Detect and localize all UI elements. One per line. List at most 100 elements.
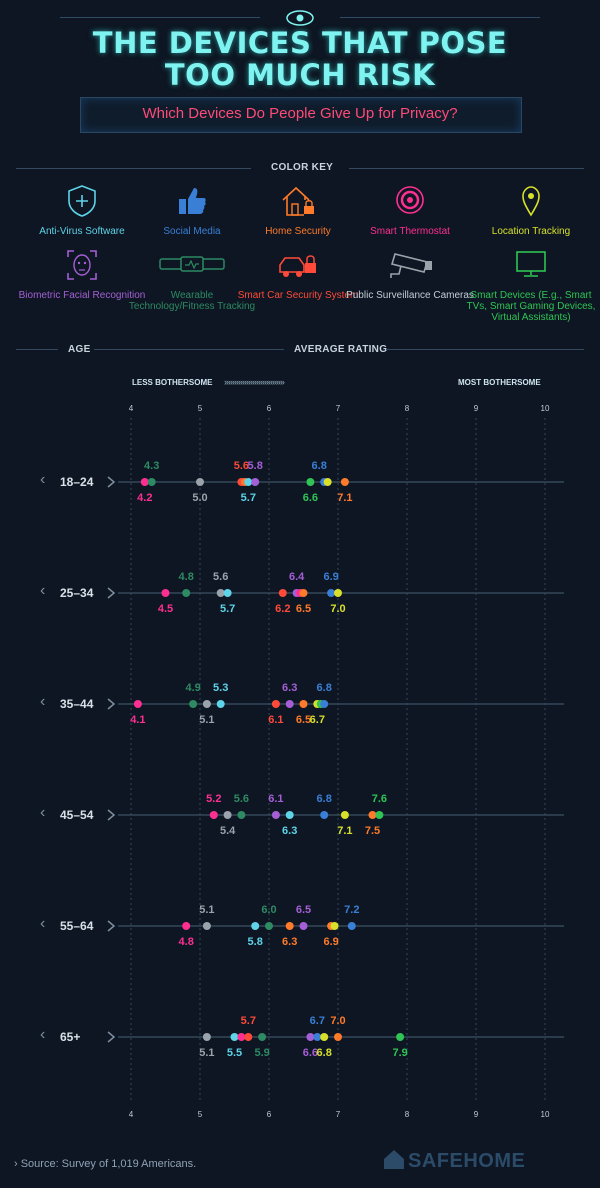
- data-point: [202, 1033, 211, 1041]
- header-rule-left: [60, 17, 260, 18]
- average-rating-heading: AVERAGE RATING: [294, 344, 388, 355]
- tick-label: 10: [540, 1110, 550, 1119]
- tick-label: 10: [540, 404, 550, 413]
- age-label: 18–24: [60, 475, 94, 489]
- key-label: Smart Devices (E.g., Smart TVs, Smart Ga…: [466, 290, 596, 323]
- data-point: [334, 589, 342, 597]
- key-label: Smart Thermostat: [370, 226, 450, 237]
- chevron-right-icon: [107, 809, 116, 821]
- monitor-icon: [516, 251, 546, 277]
- data-label: 4.1: [130, 714, 146, 726]
- tick-label: 8: [404, 404, 410, 413]
- tick-label: 7: [335, 1110, 341, 1119]
- chevron-left-icon: ‹: [40, 804, 46, 821]
- data-label: 6.6: [302, 492, 319, 504]
- age-label: 55–64: [60, 919, 94, 933]
- chevron-left-icon: ‹: [40, 471, 46, 488]
- data-point: [316, 700, 325, 708]
- tick-label: 4: [128, 404, 134, 413]
- data-point: [327, 922, 336, 930]
- data-point: [306, 1033, 315, 1041]
- data-label: 6.5: [295, 603, 312, 615]
- data-point: [285, 700, 294, 708]
- data-point: [182, 922, 191, 930]
- data-point: [161, 589, 170, 597]
- data-label: 7.2: [344, 904, 360, 916]
- security-camera-icon: [390, 253, 432, 278]
- house-lock-icon: [282, 186, 314, 216]
- data-point: [368, 811, 377, 819]
- data-label: 6.8: [311, 460, 327, 472]
- data-point: [147, 478, 156, 486]
- key-rule-right: [349, 168, 584, 169]
- data-point: [240, 478, 249, 486]
- data-label: 6.0: [261, 904, 277, 916]
- key-label: Location Tracking: [491, 226, 571, 237]
- data-label: 5.0: [192, 492, 208, 504]
- safehome-logo-icon: [384, 1150, 404, 1169]
- chevron-right-icon: [107, 476, 116, 488]
- data-point: [237, 1033, 246, 1041]
- data-label: 4.8: [178, 571, 194, 583]
- data-point: [313, 700, 322, 708]
- thumbs-up-icon: [179, 188, 206, 214]
- data-point: [258, 1033, 267, 1041]
- data-label: 4.8: [178, 936, 194, 948]
- key-label: Public Surveillance Cameras: [346, 290, 474, 301]
- data-label: 6.8: [316, 682, 332, 694]
- age-label: 25–34: [60, 586, 94, 600]
- data-label: 7.5: [364, 825, 381, 837]
- location-pin-icon: [522, 186, 540, 217]
- data-point: [223, 589, 232, 597]
- data-label: 7.9: [392, 1047, 408, 1059]
- key-label: Smart Car Security System: [237, 290, 359, 301]
- car-lock-icon: [279, 255, 316, 277]
- data-label: 5.6: [233, 460, 250, 472]
- source-note: › Source: Survey of 1,019 Americans.: [14, 1158, 197, 1170]
- eye-icon: [286, 10, 314, 26]
- data-point: [244, 478, 253, 486]
- data-point: [296, 589, 305, 597]
- data-point: [323, 478, 332, 486]
- data-label: 6.1: [268, 793, 284, 805]
- data-label: 5.7: [219, 603, 236, 615]
- key-label: Wearable Technology/Fitness Tracking: [128, 290, 256, 312]
- tick-label: 6: [266, 404, 272, 413]
- data-point: [285, 922, 294, 930]
- data-point: [306, 478, 315, 486]
- data-point: [237, 478, 246, 486]
- data-label: 4.5: [157, 603, 174, 615]
- data-point: [299, 700, 308, 708]
- key-label: Biometric Facial Recognition: [18, 290, 146, 301]
- page-title-line2: TOO MUCH RISK: [164, 58, 436, 92]
- data-point: [340, 811, 349, 819]
- tick-label: 9: [473, 404, 479, 413]
- rating-rule-left: [94, 349, 284, 350]
- less-bothersome-label: LESS BOTHERSOME: [132, 378, 213, 387]
- data-point: [223, 811, 232, 819]
- data-point: [299, 589, 308, 597]
- chevron-left-icon: ‹: [40, 1026, 46, 1043]
- header-rule-right: [340, 17, 540, 18]
- key-rule-left: [16, 168, 251, 169]
- tick-label: 9: [473, 1110, 479, 1119]
- data-label: 4.3: [144, 460, 160, 472]
- data-point: [320, 700, 329, 708]
- age-heading: AGE: [68, 344, 91, 355]
- page-title-line1: THE DEVICES THAT POSE: [92, 26, 508, 60]
- data-label: 6.1: [268, 714, 284, 726]
- age-label: 35–44: [60, 697, 94, 711]
- tick-label: 4: [128, 1110, 134, 1119]
- data-point: [320, 478, 329, 486]
- shield-plus-icon: [68, 185, 96, 217]
- data-point: [182, 589, 191, 597]
- data-label: 6.8: [316, 793, 332, 805]
- data-label: 5.6: [233, 793, 250, 805]
- data-point: [313, 1033, 322, 1041]
- data-point: [251, 478, 260, 486]
- data-point: [265, 922, 273, 930]
- chevron-right-icon: [107, 587, 116, 599]
- data-point: [330, 922, 339, 930]
- data-label: 5.8: [247, 460, 263, 472]
- data-point: [133, 700, 142, 708]
